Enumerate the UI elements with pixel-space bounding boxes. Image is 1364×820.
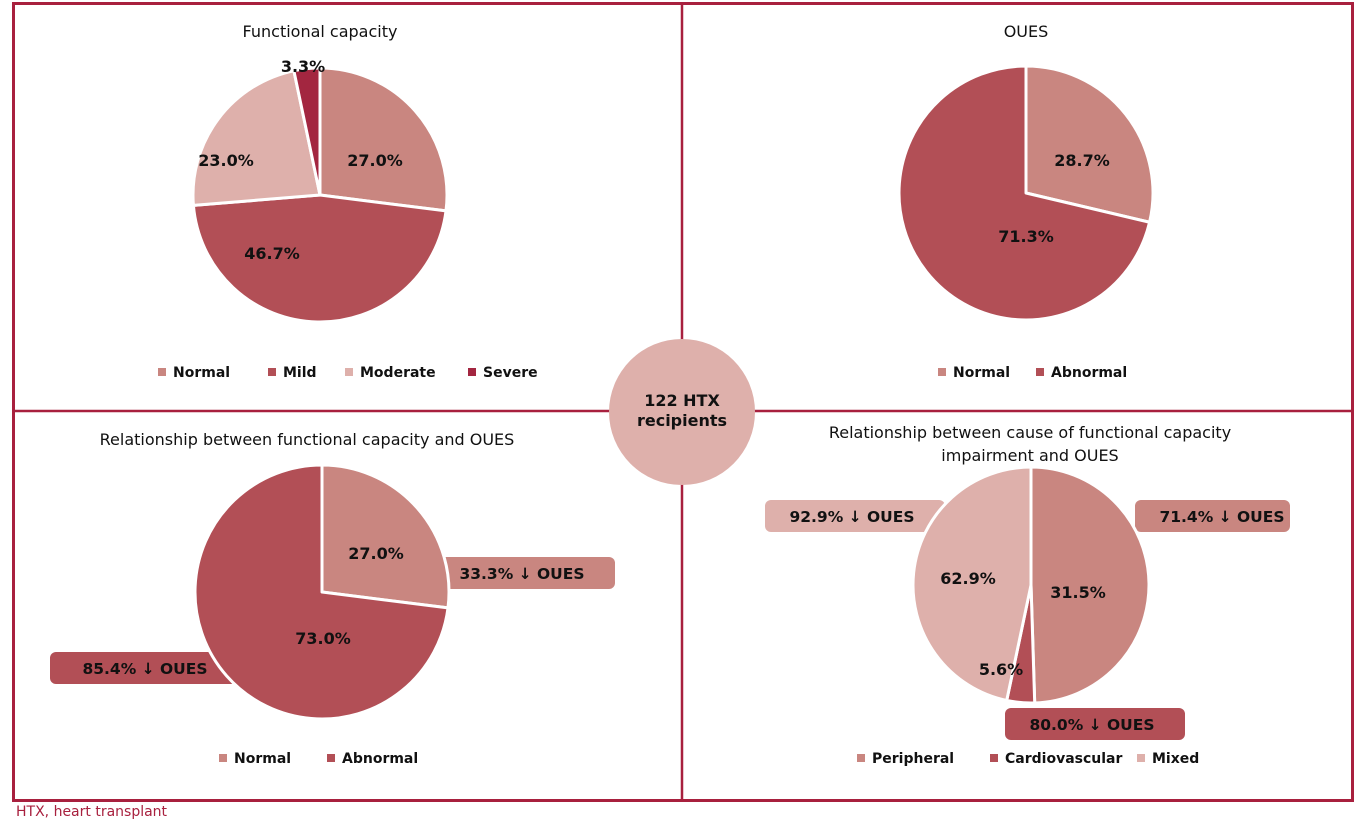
center-line-2: recipients [637,411,727,430]
chart-title: Relationship between cause of functional… [829,423,1231,442]
oues-callout: 71.4% ↓ OUES [1135,500,1290,532]
slice-label: 3.3% [281,57,325,76]
legend-item: Normal [219,751,291,767]
slice-label: 62.9% [940,569,996,588]
center-line-1: 122 HTX [644,391,720,410]
oues-callout: 33.3% ↓ OUES [430,557,615,589]
pie-slice-normal [318,66,449,213]
callout-box [50,652,240,684]
center-circle [609,339,755,485]
slice-label: 71.3% [998,227,1054,246]
panel-oues: OUES 28.7% 71.3% Normal Abnormal [897,22,1155,381]
legend-swatch [219,754,227,762]
callout-text: 80.0% ↓ OUES [1029,716,1154,734]
legend-swatch [327,754,335,762]
legend-swatch [345,368,353,376]
legend-label: Normal [173,365,230,381]
callout-box [430,557,615,589]
legend-label: Normal [953,365,1010,381]
callout-text: 71.4% ↓ OUES [1159,508,1284,526]
chart-title: OUES [1004,22,1049,41]
panel-cause-vs-oues: Relationship between cause of functional… [765,423,1290,767]
pie-slice-mixed [911,465,1033,702]
pie-slice-abnormal [193,463,450,721]
legend-item: Normal [938,365,1010,381]
legend-swatch [990,754,998,762]
slice-label: 31.5% [1050,583,1106,602]
legend-swatch [1036,368,1044,376]
legend-label: Abnormal [1051,365,1127,381]
legend-label: Severe [483,365,538,381]
callout-text: 33.3% ↓ OUES [459,565,584,583]
legend-label: Mixed [1152,751,1199,767]
footer-note: HTX, heart transplant [16,804,168,820]
pie-slice-abnormal [897,64,1152,322]
legend-swatch [158,368,166,376]
legend-swatch [938,368,946,376]
callout-box [1135,500,1290,532]
panel-fc-vs-oues: Relationship between functional capacity… [50,430,615,767]
oues-callout: 92.9% ↓ OUES [765,500,945,532]
chart-title: Relationship between functional capacity… [100,430,515,449]
slice-label: 23.0% [198,151,254,170]
panel-functional-capacity: Functional capacity 27.0% 46.7% 23.0% 3.3% No… [158,22,538,381]
pie-slice-severe [292,66,322,197]
pie-slice-normal [320,463,451,610]
oues-callout: 85.4% ↓ OUES [50,652,240,684]
callout-text: 92.9% ↓ OUES [789,508,914,526]
pie-slice-normal [1024,64,1155,224]
legend-item: Mixed [1137,751,1199,767]
legend-swatch [268,368,276,376]
legend-label: Peripheral [872,751,954,767]
center-badge: 122 HTX recipients [609,339,755,485]
chart-title: Functional capacity [243,22,398,41]
legend-item: Peripheral [857,751,954,767]
slice-label: 27.0% [348,544,404,563]
legend-swatch [1137,754,1145,762]
chart-title: impairment and OUES [941,446,1118,465]
slice-label: 5.6% [979,660,1023,679]
slice-label: 28.7% [1054,151,1110,170]
slice-label: 27.0% [347,151,403,170]
legend-item: Severe [468,365,538,381]
legend-label: Normal [234,751,291,767]
pie-slice-moderate [191,69,322,207]
callout-text: 85.4% ↓ OUES [82,660,207,678]
legend-swatch [468,368,476,376]
legend-item: Normal [158,365,230,381]
pie-slice-mild [191,193,448,324]
legend-label: Cardiovascular [1005,751,1122,767]
legend-label: Moderate [360,365,436,381]
callout-box [1005,708,1185,740]
pie-slice-peripheral [1029,465,1151,705]
callout-box [765,500,945,532]
legend-item: Mild [268,365,317,381]
legend-item: Cardiovascular [990,751,1122,767]
legend-swatch [857,754,865,762]
legend-item: Moderate [345,365,436,381]
legend-item: Abnormal [327,751,418,767]
legend-label: Mild [283,365,317,381]
legend-label: Abnormal [342,751,418,767]
legend-item: Abnormal [1036,365,1127,381]
oues-callout: 80.0% ↓ OUES [1005,708,1185,740]
slice-label: 46.7% [244,244,300,263]
slice-label: 73.0% [295,629,351,648]
